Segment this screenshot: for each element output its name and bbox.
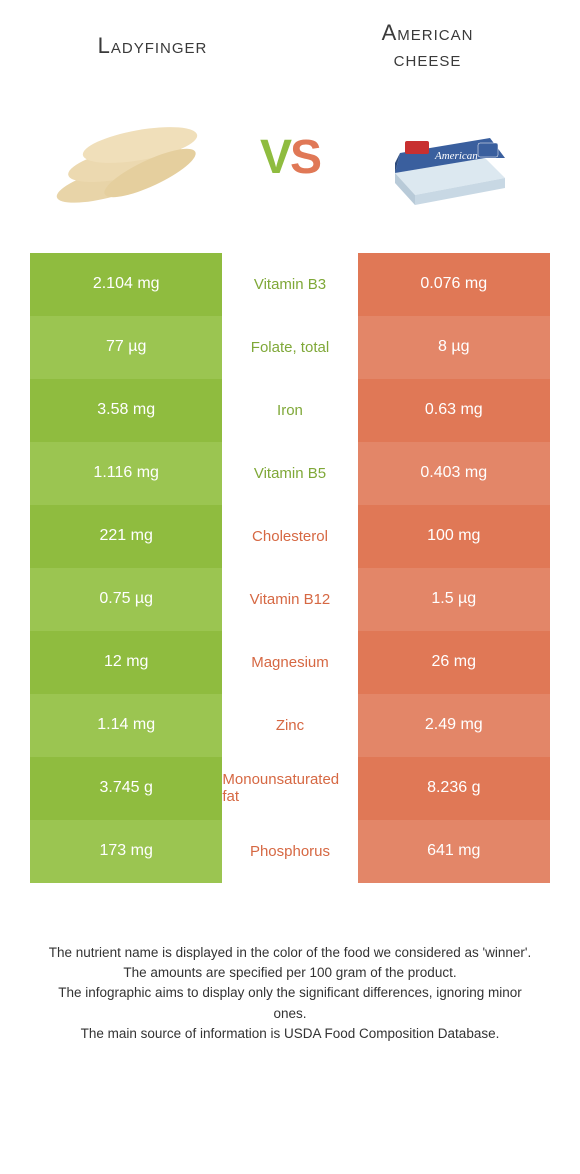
left-value: 173 mg: [30, 820, 222, 883]
table-row: 3.745 gMonounsaturated fat8.236 g: [30, 757, 550, 820]
right-value: 641 mg: [358, 820, 550, 883]
table-row: 173 mgPhosphorus641 mg: [30, 820, 550, 883]
table-row: 221 mgCholesterol100 mg: [30, 505, 550, 568]
left-value: 3.58 mg: [30, 379, 222, 442]
footer-line1: The nutrient name is displayed in the co…: [40, 943, 540, 963]
left-food-title: Ladyfinger: [40, 33, 265, 59]
images-row: VS American: [30, 93, 550, 223]
right-title-line1: American: [382, 20, 474, 45]
left-value: 3.745 g: [30, 757, 222, 820]
header: Ladyfinger American cheese: [30, 20, 550, 83]
nutrient-table: 2.104 mgVitamin B30.076 mg77 µgFolate, t…: [30, 253, 550, 883]
table-row: 1.14 mgZinc2.49 mg: [30, 694, 550, 757]
right-value: 26 mg: [358, 631, 550, 694]
table-row: 1.116 mgVitamin B50.403 mg: [30, 442, 550, 505]
nutrient-name: Vitamin B5: [222, 442, 357, 505]
table-row: 77 µgFolate, total8 µg: [30, 316, 550, 379]
right-title-line2: cheese: [394, 46, 462, 71]
table-row: 3.58 mgIron0.63 mg: [30, 379, 550, 442]
right-value: 2.49 mg: [358, 694, 550, 757]
nutrient-name: Vitamin B12: [222, 568, 357, 631]
nutrient-name: Vitamin B3: [222, 253, 357, 316]
nutrient-name: Folate, total: [222, 316, 357, 379]
right-value: 8.236 g: [358, 757, 550, 820]
right-value: 1.5 µg: [358, 568, 550, 631]
right-value: 0.076 mg: [358, 253, 550, 316]
vs-v: V: [260, 131, 290, 184]
nutrient-name: Phosphorus: [222, 820, 357, 883]
right-food-title: American cheese: [315, 20, 540, 73]
table-row: 2.104 mgVitamin B30.076 mg: [30, 253, 550, 316]
nutrient-name: Iron: [222, 379, 357, 442]
cheese-image: American: [370, 93, 530, 223]
nutrient-name: Cholesterol: [222, 505, 357, 568]
table-row: 12 mgMagnesium26 mg: [30, 631, 550, 694]
table-row: 0.75 µgVitamin B121.5 µg: [30, 568, 550, 631]
ladyfinger-image: [50, 93, 210, 223]
left-value: 0.75 µg: [30, 568, 222, 631]
right-value: 0.403 mg: [358, 442, 550, 505]
left-value: 2.104 mg: [30, 253, 222, 316]
svg-text:American: American: [434, 150, 478, 162]
vs-s: S: [290, 131, 320, 184]
right-value: 0.63 mg: [358, 379, 550, 442]
left-value: 1.116 mg: [30, 442, 222, 505]
nutrient-name: Magnesium: [222, 631, 357, 694]
left-value: 221 mg: [30, 505, 222, 568]
vs-label: VS: [260, 130, 320, 185]
left-value: 1.14 mg: [30, 694, 222, 757]
left-value: 77 µg: [30, 316, 222, 379]
footer-line4: The main source of information is USDA F…: [40, 1024, 540, 1044]
right-value: 8 µg: [358, 316, 550, 379]
nutrient-name: Zinc: [222, 694, 357, 757]
nutrient-name: Monounsaturated fat: [222, 757, 357, 820]
footer-line3: The infographic aims to display only the…: [40, 983, 540, 1024]
left-value: 12 mg: [30, 631, 222, 694]
right-value: 100 mg: [358, 505, 550, 568]
footer-line2: The amounts are specified per 100 gram o…: [40, 963, 540, 983]
footer: The nutrient name is displayed in the co…: [30, 943, 550, 1044]
